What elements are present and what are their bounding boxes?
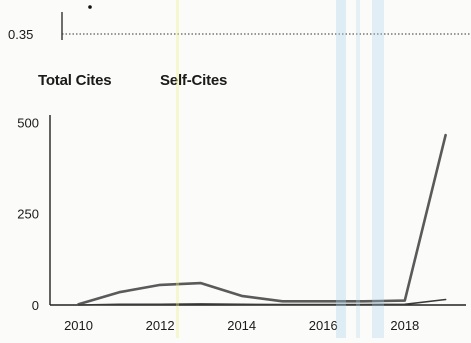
y-tick-label: 0 [32,298,39,313]
x-tick-label: 2012 [146,318,175,333]
x-tick-label: 2014 [227,318,256,333]
series-line-total [77,133,447,306]
top-plot: 0.35 [8,5,470,42]
x-tick-label: 2018 [390,318,419,333]
series-lines [77,133,447,306]
top-plot-reference-label: 0.35 [8,27,33,42]
series-line-self [77,298,447,306]
y-tick-label: 250 [17,207,39,222]
legend-self-cites: Self-Cites [160,72,228,89]
legend-total-cites: Total Cites [38,72,112,89]
x-tick-label: 2010 [64,318,93,333]
x-tick-label: 2016 [309,318,338,333]
top-plot-point [88,5,92,9]
y-tick-label: 500 [17,115,39,130]
